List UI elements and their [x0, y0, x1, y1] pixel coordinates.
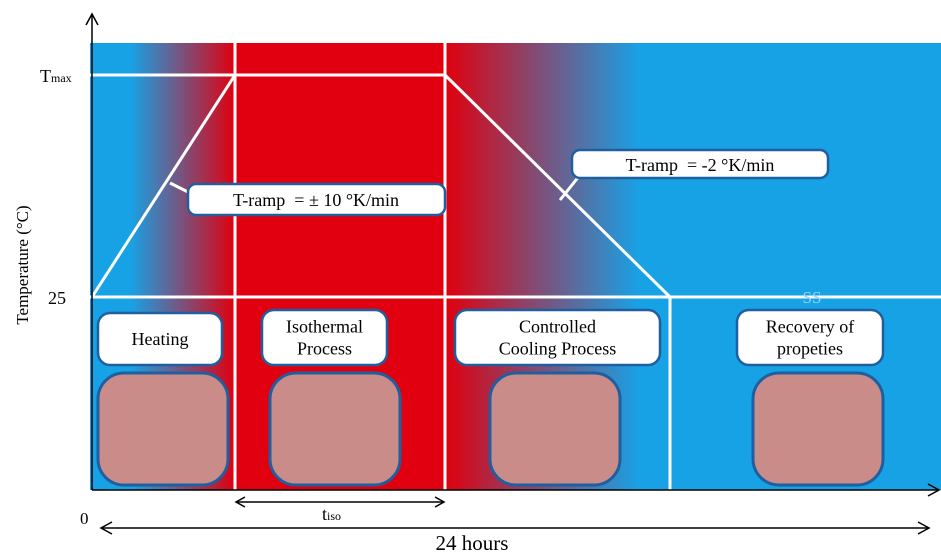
t-25-label: 25 [48, 288, 66, 308]
stage-label: Cooling Process [499, 339, 617, 359]
x-axis-label: 24 hours [436, 531, 509, 555]
ramp-label: T-ramp = -2 °K/min [626, 155, 775, 175]
sample-image [490, 373, 620, 485]
ramp-label: T-ramp = ± 10 °K/min [233, 190, 399, 210]
t-max-sub: max [51, 71, 72, 85]
t-iso-label: tiso [322, 504, 341, 524]
sample-image [270, 373, 400, 485]
stage-label: Recovery of [766, 317, 854, 337]
stage-label: propeties [777, 339, 843, 359]
stage-label: Process [297, 339, 352, 359]
stage-label: Controlled [519, 317, 596, 337]
t-max-label: Tmax [40, 66, 72, 86]
stage-label: Heating [132, 329, 189, 349]
stage-label: Isothermal [286, 317, 363, 337]
t-max-main: T [40, 66, 51, 86]
sample-image [753, 373, 883, 485]
y-axis-label: Temperature (°C) [13, 205, 32, 324]
origin-label: 0 [80, 509, 89, 528]
t-iso-sub: iso [327, 509, 341, 523]
sample-image [98, 373, 228, 485]
ss-label: SS [803, 288, 822, 307]
diagram: Temperature (°C) Tmax 25 0 tiso 24 hours… [0, 0, 941, 555]
